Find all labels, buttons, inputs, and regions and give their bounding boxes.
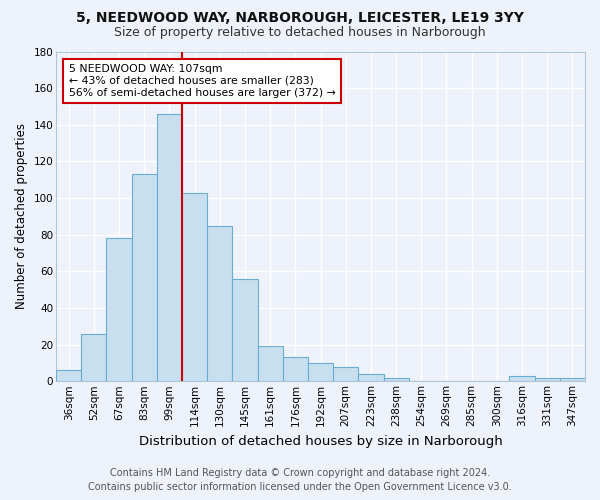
Bar bbox=[207, 226, 232, 382]
Bar bbox=[232, 278, 257, 382]
Bar bbox=[131, 174, 157, 382]
Bar bbox=[560, 378, 585, 382]
Bar bbox=[535, 378, 560, 382]
Bar bbox=[157, 114, 182, 382]
Y-axis label: Number of detached properties: Number of detached properties bbox=[15, 124, 28, 310]
Bar bbox=[106, 238, 131, 382]
Bar bbox=[283, 358, 308, 382]
Bar bbox=[257, 346, 283, 382]
Text: Contains HM Land Registry data © Crown copyright and database right 2024.
Contai: Contains HM Land Registry data © Crown c… bbox=[88, 468, 512, 492]
Bar bbox=[56, 370, 81, 382]
Bar bbox=[383, 378, 409, 382]
Bar bbox=[308, 363, 333, 382]
Bar bbox=[333, 366, 358, 382]
Text: 5, NEEDWOOD WAY, NARBOROUGH, LEICESTER, LE19 3YY: 5, NEEDWOOD WAY, NARBOROUGH, LEICESTER, … bbox=[76, 12, 524, 26]
X-axis label: Distribution of detached houses by size in Narborough: Distribution of detached houses by size … bbox=[139, 434, 502, 448]
Bar bbox=[509, 376, 535, 382]
Bar bbox=[358, 374, 383, 382]
Text: 5 NEEDWOOD WAY: 107sqm
← 43% of detached houses are smaller (283)
56% of semi-de: 5 NEEDWOOD WAY: 107sqm ← 43% of detached… bbox=[68, 64, 335, 98]
Bar bbox=[81, 334, 106, 382]
Text: Size of property relative to detached houses in Narborough: Size of property relative to detached ho… bbox=[114, 26, 486, 39]
Bar bbox=[182, 192, 207, 382]
